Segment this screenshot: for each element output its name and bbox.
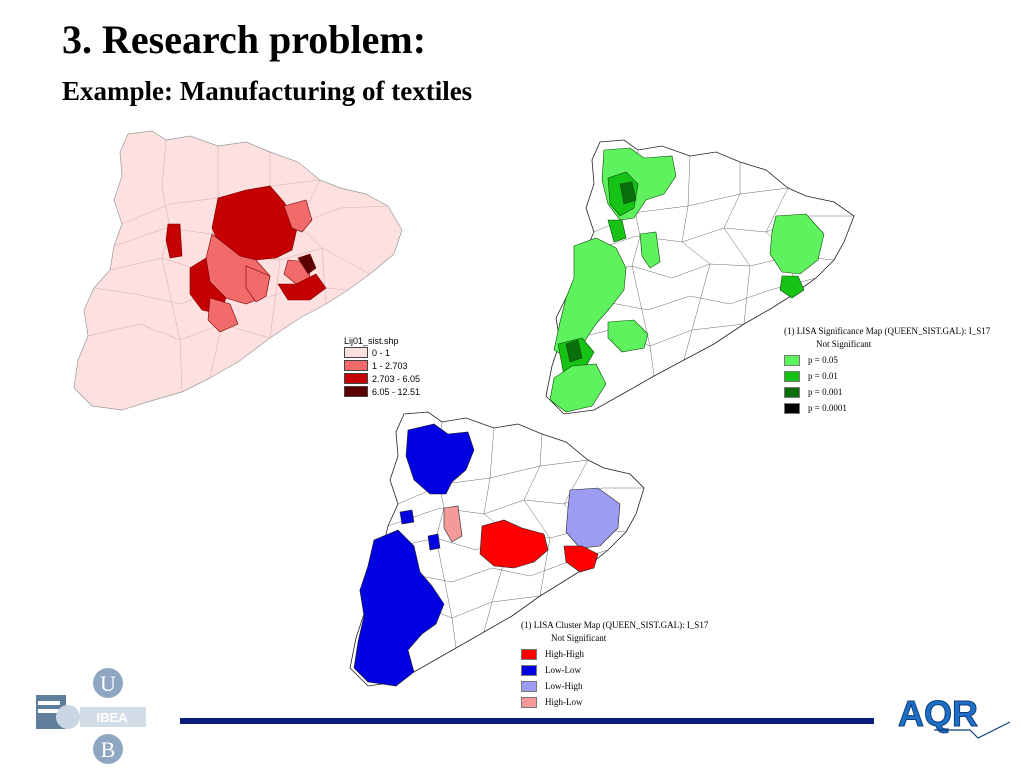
catalonia-map-significance — [545, 139, 855, 415]
map-region-p01 — [779, 275, 805, 299]
legend-swatch — [521, 664, 537, 676]
legend-swatch — [344, 347, 368, 358]
ub-logo-top-letter: U — [100, 671, 116, 696]
map2-legend: (1) LISA Significance Map (QUEEN_SIST.GA… — [784, 326, 990, 416]
map-region-p001 — [619, 181, 637, 205]
map-region-mid — [245, 265, 271, 303]
slide-subtitle: Example: Manufacturing of textiles — [62, 76, 473, 106]
legend-label: High-Low — [545, 697, 583, 707]
map-region-p05 — [769, 213, 825, 275]
legend-label: Not Significant — [816, 339, 872, 349]
map3-legend: (1) LISA Cluster Map (QUEEN_SIST.GAL): I… — [521, 620, 708, 710]
legend-label: 1 - 2.703 — [372, 360, 408, 371]
map2-legend-row: Not Significant — [784, 336, 990, 352]
map1-legend: Lij01_sist.shp 0 - 1 1 - 2.703 2.703 - 6… — [344, 336, 420, 398]
legend-swatch — [521, 680, 537, 692]
legend-swatch — [344, 386, 368, 397]
legend-label: p = 0.001 — [808, 387, 843, 397]
legend-label: Not Significant — [551, 633, 607, 643]
map3-legend-row: Low-High — [521, 678, 708, 694]
aqr-logo-text: AQR — [898, 693, 978, 734]
map1-legend-row: 2.703 - 6.05 — [344, 372, 420, 385]
footer-divider-bar — [180, 718, 874, 724]
legend-swatch — [344, 373, 368, 384]
legend-label: 0 - 1 — [372, 347, 391, 358]
map-region-p05 — [607, 319, 649, 353]
map-region-high — [165, 223, 183, 259]
ub-logo-side-text: IBEA — [96, 710, 128, 725]
legend-label: 2.703 - 6.05 — [372, 373, 421, 384]
map-region-low-low — [427, 533, 441, 551]
map2-legend-row: p = 0.01 — [784, 368, 990, 384]
map-region-low-high — [565, 487, 621, 549]
map3-legend-row: High-High — [521, 646, 708, 662]
map1-legend-row: 0 - 1 — [344, 346, 420, 359]
map3-legend-row: Not Significant — [521, 630, 708, 646]
legend-swatch — [784, 354, 800, 366]
map-region-p01 — [607, 219, 627, 243]
legend-label: p = 0.05 — [808, 355, 838, 365]
legend-label: High-High — [545, 649, 584, 659]
legend-label: p = 0.01 — [808, 371, 838, 381]
map-region-high-low — [443, 505, 463, 543]
map1-legend-title: Lij01_sist.shp — [344, 336, 399, 346]
map1-legend-row: 6.05 - 12.51 — [344, 385, 420, 398]
aqr-logo: AQR — [898, 693, 1011, 739]
map-region-high-high — [479, 519, 549, 569]
legend-swatch — [784, 370, 800, 382]
slide-title: 3. Research problem: — [62, 17, 427, 62]
legend-swatch — [521, 696, 537, 708]
map2-legend-row: p = 0.001 — [784, 384, 990, 400]
legend-label: Low-High — [545, 681, 583, 691]
map-region-p05 — [549, 363, 607, 413]
catalonia-map-cluster — [349, 411, 645, 687]
map-region-mid — [207, 297, 239, 333]
legend-label: 6.05 - 12.51 — [372, 386, 421, 397]
ub-ibea-logo: U B IBEA — [36, 668, 146, 764]
map1-legend-row: 1 - 2.703 — [344, 359, 420, 372]
map2-legend-row: p = 0.05 — [784, 352, 990, 368]
map3-legend-row: High-Low — [521, 694, 708, 710]
legend-label: Low-Low — [545, 665, 581, 675]
map-region-high-high — [563, 545, 599, 573]
map3-legend-title: (1) LISA Cluster Map (QUEEN_SIST.GAL): I… — [521, 620, 709, 630]
map-region-very-high — [297, 253, 317, 275]
map-region-p05 — [553, 237, 627, 359]
map-region-low-low — [405, 423, 475, 495]
legend-swatch — [344, 360, 368, 371]
map-region-low-low — [353, 529, 445, 687]
catalonia-map-quotient — [73, 130, 403, 411]
legend-swatch — [521, 648, 537, 660]
map-region-high — [277, 273, 327, 301]
map2-legend-row: p = 0.0001 — [784, 400, 990, 416]
map2-legend-title: (1) LISA Significance Map (QUEEN_SIST.GA… — [784, 326, 991, 336]
map-region-low-low — [399, 509, 415, 525]
map-region-p001 — [565, 339, 583, 363]
ub-logo-bottom-letter: B — [101, 737, 116, 762]
map-region-p05 — [639, 231, 661, 269]
legend-swatch — [784, 402, 800, 414]
map-region-mid — [283, 199, 313, 233]
legend-label: p = 0.0001 — [808, 403, 847, 413]
map3-legend-row: Low-Low — [521, 662, 708, 678]
legend-swatch — [784, 386, 800, 398]
